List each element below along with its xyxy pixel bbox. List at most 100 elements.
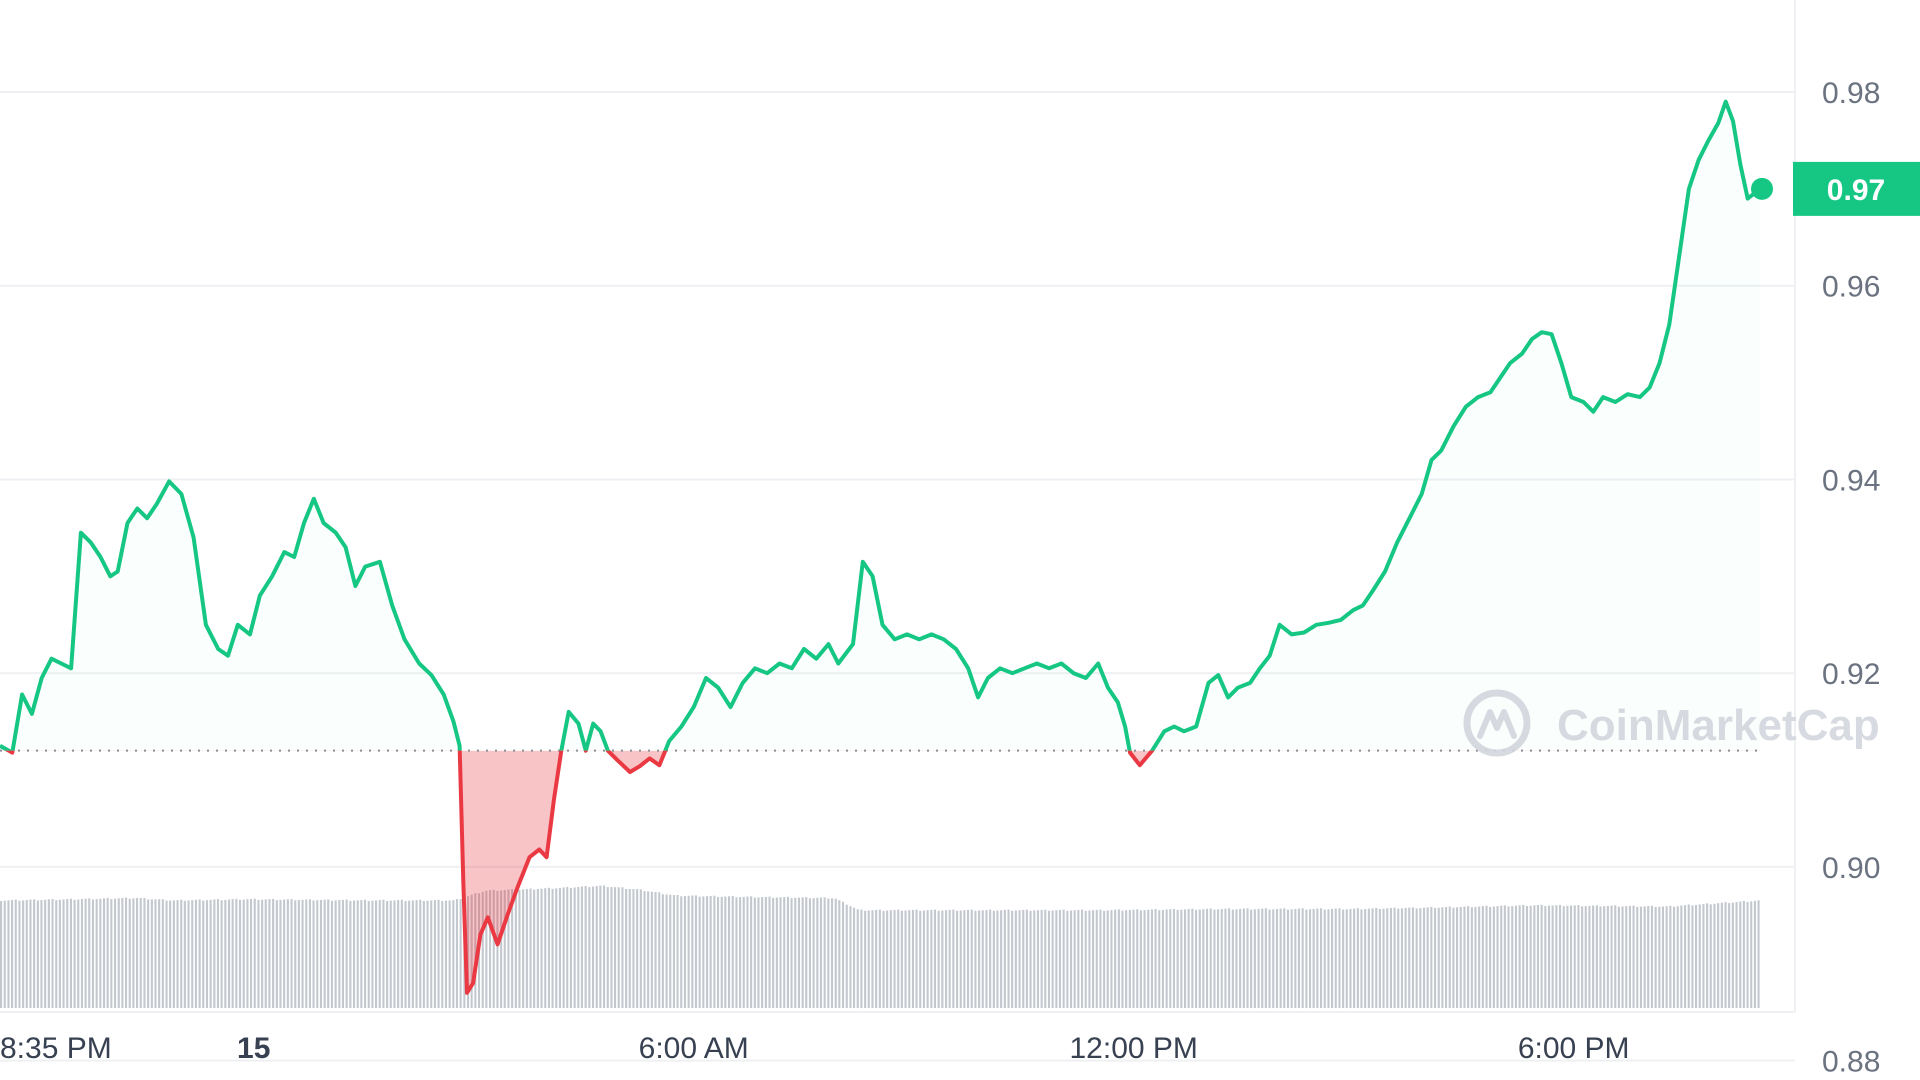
volume-bar bbox=[198, 899, 201, 1008]
volume-bar bbox=[525, 888, 528, 1008]
volume-bar bbox=[283, 899, 286, 1008]
volume-bar bbox=[1180, 909, 1183, 1008]
volume-bar bbox=[99, 898, 102, 1008]
volume-bar bbox=[621, 887, 624, 1008]
volume-bar bbox=[1467, 906, 1470, 1008]
volume-bar bbox=[95, 899, 98, 1008]
volume-bar bbox=[1036, 910, 1039, 1008]
volume-bar bbox=[1150, 909, 1153, 1008]
volume-bar bbox=[694, 895, 697, 1008]
volume-bar bbox=[231, 899, 234, 1008]
volume-bar bbox=[867, 910, 870, 1008]
volume-bar bbox=[654, 892, 657, 1008]
watermark-text: CoinMarketCap bbox=[1557, 701, 1880, 750]
volume-bar bbox=[1724, 902, 1727, 1008]
volume-bar bbox=[1673, 906, 1676, 1008]
current-price-marker bbox=[1751, 177, 1773, 200]
volume-bar bbox=[1617, 906, 1620, 1008]
volume-bar bbox=[338, 900, 341, 1008]
volume-bar bbox=[500, 890, 503, 1008]
volume-bar bbox=[386, 901, 389, 1008]
volume-bar bbox=[1643, 906, 1646, 1008]
volume-bar bbox=[1242, 908, 1245, 1008]
volume-bar bbox=[1099, 909, 1102, 1008]
volume-bar bbox=[492, 889, 495, 1008]
volume-bar bbox=[970, 909, 973, 1008]
volume-bar bbox=[547, 887, 550, 1008]
volume-bar bbox=[1309, 909, 1312, 1009]
volume-bar bbox=[1172, 908, 1175, 1008]
volume-bar bbox=[1316, 908, 1319, 1008]
volume-bar bbox=[496, 890, 499, 1008]
volume-bar bbox=[514, 890, 517, 1008]
x-tick-label: 6:00 AM bbox=[639, 1032, 749, 1065]
volume-bar bbox=[323, 899, 326, 1008]
volume-bar bbox=[1669, 905, 1672, 1008]
volume-bar bbox=[963, 910, 966, 1008]
volume-bar bbox=[1106, 910, 1109, 1008]
volume-bar bbox=[1360, 909, 1363, 1008]
volume-bar bbox=[1305, 909, 1308, 1008]
volume-bar bbox=[573, 887, 576, 1008]
volume-bar bbox=[1757, 900, 1760, 1008]
volume-bar bbox=[235, 898, 238, 1008]
volume-bar bbox=[1595, 905, 1598, 1008]
volume-bar bbox=[250, 899, 253, 1008]
volume-bar bbox=[433, 900, 436, 1008]
volume-bar bbox=[1294, 908, 1297, 1008]
volume-bar bbox=[3, 900, 6, 1008]
volume-bar bbox=[661, 894, 664, 1008]
volume-bar bbox=[1202, 909, 1205, 1008]
volume-bar bbox=[327, 899, 330, 1008]
volume-bar bbox=[202, 900, 205, 1008]
volume-bar bbox=[724, 896, 727, 1008]
volume-bar bbox=[128, 898, 131, 1008]
volume-bar bbox=[393, 900, 396, 1008]
volume-bar bbox=[1088, 910, 1091, 1008]
volume-bar bbox=[1349, 908, 1352, 1008]
volume-bar bbox=[187, 900, 190, 1008]
volume-bar bbox=[345, 899, 348, 1008]
volume-bar bbox=[216, 899, 219, 1008]
volume-bar bbox=[1062, 909, 1065, 1008]
volume-bar bbox=[1536, 905, 1539, 1008]
volume-bar bbox=[51, 899, 54, 1008]
volume-bar bbox=[1301, 908, 1304, 1008]
volume-bar bbox=[444, 900, 447, 1008]
volume-bar bbox=[658, 892, 661, 1008]
y-tick-label: 0.96 bbox=[1822, 271, 1880, 304]
volume-bar bbox=[1367, 908, 1370, 1008]
volume-bar bbox=[956, 910, 959, 1008]
volume-bar bbox=[1272, 909, 1275, 1009]
volume-bar bbox=[676, 895, 679, 1008]
volume-bar bbox=[1195, 909, 1198, 1008]
volume-bar bbox=[1603, 906, 1606, 1008]
volume-bar bbox=[191, 900, 194, 1008]
y-tick-label: 0.90 bbox=[1822, 852, 1880, 885]
volume-bar bbox=[1025, 909, 1028, 1008]
volume-bar bbox=[1658, 906, 1661, 1008]
volume-bar bbox=[18, 900, 21, 1008]
volume-bar bbox=[900, 910, 903, 1008]
volume-bar bbox=[404, 901, 407, 1008]
volume-bar bbox=[1430, 906, 1433, 1008]
volume-bar bbox=[297, 900, 300, 1008]
volume-bar bbox=[110, 899, 113, 1008]
volume-bar bbox=[823, 897, 826, 1008]
volume-bar bbox=[44, 899, 47, 1008]
volume-bar bbox=[1577, 905, 1580, 1008]
volume-bar bbox=[1029, 910, 1032, 1008]
volume-bar bbox=[437, 899, 440, 1008]
volume-bar bbox=[1132, 909, 1135, 1008]
volume-bar bbox=[882, 910, 885, 1008]
volume-bar bbox=[845, 904, 848, 1008]
volume-bar bbox=[996, 910, 999, 1008]
volume-bar bbox=[1206, 908, 1209, 1008]
volume-bar bbox=[268, 899, 271, 1008]
volume-bar bbox=[1066, 910, 1069, 1008]
volume-bar bbox=[1165, 909, 1168, 1008]
volume-bar bbox=[1647, 906, 1650, 1008]
volume-bar bbox=[1047, 910, 1050, 1008]
volume-bar bbox=[614, 887, 617, 1008]
volume-bar bbox=[161, 899, 164, 1008]
